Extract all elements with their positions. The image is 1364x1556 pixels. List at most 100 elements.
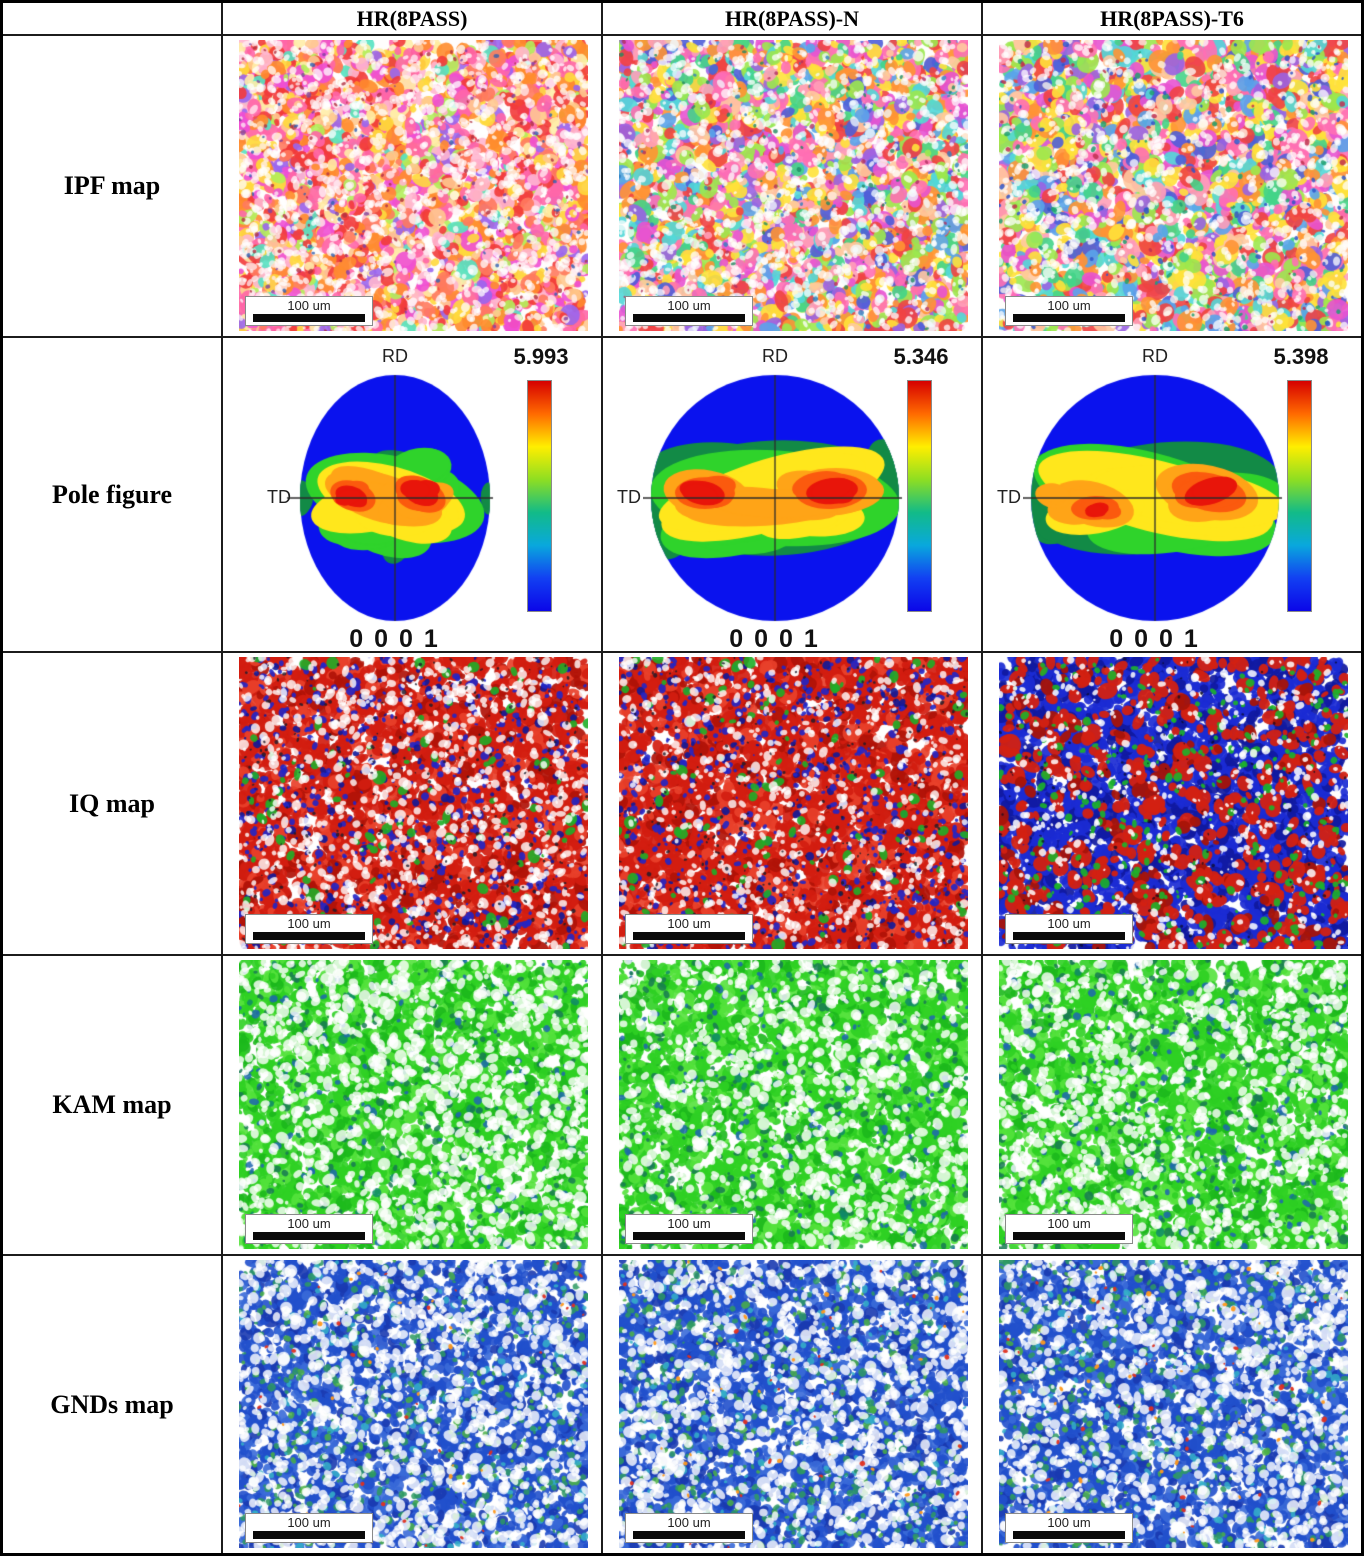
scale-bar-label: 100 um [667, 1515, 711, 1530]
scale-bar: 100 um [625, 1513, 753, 1543]
scale-bar: 100 um [245, 1214, 373, 1244]
scale-bar-label: 100 um [287, 1515, 331, 1530]
scale-bar-label: 100 um [1047, 1216, 1091, 1231]
intensity-colorbar [907, 380, 932, 612]
cell-kam-hr8pass: 100 um [223, 956, 603, 1256]
header-label: HR(8PASS)-T6 [1100, 5, 1244, 31]
cell-gnds-hr8pass-n: 100 um [603, 1256, 983, 1553]
scale-bar: 100 um [1005, 296, 1133, 326]
scale-bar-label: 100 um [667, 298, 711, 313]
cell-ipf-hr8pass-t6: 100 um [983, 36, 1361, 338]
scale-bar-line [633, 1531, 745, 1539]
kam-map-image [619, 960, 968, 1249]
kam-map-hr8pass: 100 um [239, 960, 588, 1249]
header-corner-cell [3, 3, 223, 36]
cell-kam-hr8pass-t6: 100 um [983, 956, 1361, 1256]
row-label-iq-map: IQ map [3, 653, 223, 956]
ipf-map-image [239, 40, 588, 331]
iq-map-hr8pass-t6: 100 um [999, 657, 1348, 949]
scale-bar: 100 um [625, 296, 753, 326]
intensity-colorbar [1287, 380, 1312, 612]
intensity-colorbar [527, 380, 552, 612]
scale-bar-label: 100 um [667, 1216, 711, 1231]
cell-gnds-hr8pass: 100 um [223, 1256, 603, 1553]
pole-index-label: 0001 [349, 625, 449, 653]
max-intensity-value: 5.398 [1273, 344, 1329, 369]
scale-bar-line [1013, 314, 1125, 322]
scale-bar-label: 100 um [667, 916, 711, 931]
cell-ipf-hr8pass-n: 100 um [603, 36, 983, 338]
gnds-map-hr8pass-n: 100 um [619, 1260, 968, 1548]
pole-figure-hr8pass-n: RD TD 5.346 0001 [603, 338, 981, 651]
row-label-kam-map: KAM map [3, 956, 223, 1256]
pole-index-label: 0001 [1109, 625, 1209, 653]
header-label: HR(8PASS)-N [724, 5, 860, 31]
td-axis-label: TD [617, 487, 641, 508]
scale-bar: 100 um [625, 1214, 753, 1244]
gnds-map-image [239, 1260, 588, 1548]
cell-pole-hr8pass-n: RD TD 5.346 0001 [603, 338, 983, 653]
pole-figure-hr8pass-t6: RD TD 5.398 0001 [983, 338, 1361, 651]
td-axis-label: TD [267, 487, 291, 508]
pole-figure-plot [263, 369, 527, 627]
scale-bar-label: 100 um [1047, 916, 1091, 931]
scale-bar-label: 100 um [1047, 1515, 1091, 1530]
ipf-map-hr8pass-n: 100 um [619, 40, 968, 331]
rd-axis-label: RD [1142, 346, 1168, 366]
iq-map-hr8pass: 100 um [239, 657, 588, 949]
scale-bar: 100 um [1005, 914, 1133, 944]
scale-bar-label: 100 um [287, 916, 331, 931]
iq-map-image [239, 657, 588, 949]
scale-bar: 100 um [245, 914, 373, 944]
ipf-map-hr8pass-t6: 100 um [999, 40, 1348, 331]
rd-axis-label: RD [382, 346, 408, 366]
row-label-pole-figure: Pole figure [3, 338, 223, 653]
row-label-ipf-map: IPF map [3, 36, 223, 338]
gnds-map-image [619, 1260, 968, 1548]
header-hr8pass-n: HR(8PASS)-N [603, 3, 983, 36]
cell-pole-hr8pass: RD TD 5.993 0001 [223, 338, 603, 653]
cell-kam-hr8pass-n: 100 um [603, 956, 983, 1256]
kam-map-image [239, 960, 588, 1249]
iq-map-hr8pass-n: 100 um [619, 657, 968, 949]
scale-bar-line [253, 1232, 365, 1240]
ipf-map-hr8pass: 100 um [239, 40, 588, 331]
max-intensity-value: 5.346 [893, 344, 949, 369]
gnds-map-image [999, 1260, 1348, 1548]
scale-bar-label: 100 um [287, 298, 331, 313]
cell-gnds-hr8pass-t6: 100 um [983, 1256, 1361, 1553]
iq-map-image [999, 657, 1348, 949]
scale-bar-line [633, 1232, 745, 1240]
scale-bar-label: 100 um [1047, 298, 1091, 313]
cell-pole-hr8pass-t6: RD TD 5.398 0001 [983, 338, 1361, 653]
cell-iq-hr8pass-t6: 100 um [983, 653, 1361, 956]
pole-figure-hr8pass: RD TD 5.993 0001 [223, 338, 601, 651]
scale-bar: 100 um [245, 1513, 373, 1543]
ipf-map-image [619, 40, 968, 331]
scale-bar: 100 um [1005, 1214, 1133, 1244]
max-intensity-value: 5.993 [513, 344, 569, 369]
scale-bar-line [633, 314, 745, 322]
gnds-map-hr8pass-t6: 100 um [999, 1260, 1348, 1548]
td-axis-label: TD [997, 487, 1021, 508]
kam-map-hr8pass-n: 100 um [619, 960, 968, 1249]
ipf-map-image [999, 40, 1348, 331]
scale-bar: 100 um [625, 914, 753, 944]
cell-ipf-hr8pass: 100 um [223, 36, 603, 338]
iq-map-image [619, 657, 968, 949]
cell-iq-hr8pass-n: 100 um [603, 653, 983, 956]
header-label: HR(8PASS) [356, 5, 468, 31]
scale-bar-line [1013, 932, 1125, 940]
scale-bar-line [253, 1531, 365, 1539]
scale-bar-line [633, 932, 745, 940]
scale-bar: 100 um [1005, 1513, 1133, 1543]
row-label-gnds-map: GNDs map [3, 1256, 223, 1553]
kam-map-hr8pass-t6: 100 um [999, 960, 1348, 1249]
pole-figure-plot [643, 369, 907, 627]
cell-iq-hr8pass: 100 um [223, 653, 603, 956]
rd-axis-label: RD [762, 346, 788, 366]
scale-bar-line [253, 932, 365, 940]
gnds-map-hr8pass: 100 um [239, 1260, 588, 1548]
scale-bar-line [1013, 1232, 1125, 1240]
